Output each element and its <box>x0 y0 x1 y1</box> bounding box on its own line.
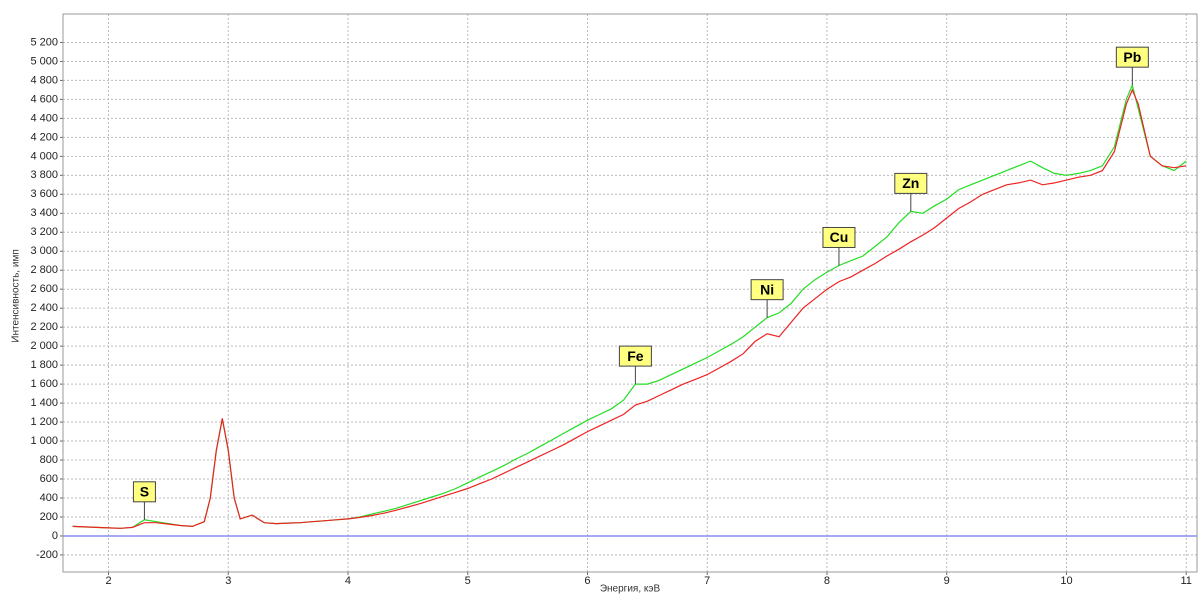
y-tick-label: 4 600 <box>30 93 58 105</box>
peak-annotation: Zn <box>894 172 928 212</box>
annotation-label: Fe <box>627 348 644 364</box>
annotation-box <box>894 172 928 194</box>
y-tick-label: 4 000 <box>30 150 58 162</box>
y-tick-label: 4 800 <box>30 74 58 86</box>
y-tick-label: 2 600 <box>30 283 58 295</box>
x-tick-label: 8 <box>824 575 830 587</box>
y-axis-title: Интенсивность, имп <box>11 249 22 342</box>
y-tick-label: 400 <box>40 492 58 504</box>
y-tick-label: 3 200 <box>30 226 58 238</box>
x-tick-label: 3 <box>225 575 231 587</box>
annotation-label: Cu <box>830 229 849 245</box>
y-tick-label: 2 800 <box>30 264 58 276</box>
peak-annotation: Cu <box>822 226 856 266</box>
peak-annotation: Pb <box>1115 46 1149 86</box>
annotation-label: S <box>140 484 149 500</box>
y-tick-label: 4 200 <box>30 131 58 143</box>
y-tick-label: 2 400 <box>30 302 58 314</box>
y-tick-label: 600 <box>40 473 58 485</box>
annotation-label: Pb <box>1123 49 1141 65</box>
y-tick-label: 5 000 <box>30 55 58 67</box>
y-tick-label: 3 800 <box>30 169 58 181</box>
x-tick-label: 2 <box>105 575 111 587</box>
y-tick-label: 1 400 <box>30 397 58 409</box>
y-tick-label: 1 000 <box>30 435 58 447</box>
x-tick-label: 4 <box>345 575 351 587</box>
y-tick-label: 1 800 <box>30 359 58 371</box>
annotation-box <box>750 279 784 301</box>
x-tick-label: 10 <box>1060 575 1072 587</box>
x-tick-label: 6 <box>584 575 590 587</box>
y-tick-label: 800 <box>40 454 58 466</box>
x-tick-label: 7 <box>704 575 710 587</box>
y-tick-label: 1 200 <box>30 416 58 428</box>
peak-annotation: Ni <box>750 279 784 318</box>
y-tick-label: 0 <box>52 530 58 542</box>
annotation-label: Zn <box>902 175 919 191</box>
annotation-box <box>618 345 652 367</box>
x-axis-title: Энергия, кэВ <box>600 584 661 595</box>
y-tick-label: 200 <box>40 511 58 523</box>
annotation-box <box>1115 46 1149 68</box>
y-tick-label: 2 000 <box>30 340 58 352</box>
annotation-box <box>132 481 156 503</box>
y-tick-label: -200 <box>36 549 58 561</box>
annotation-box <box>822 226 856 248</box>
peak-annotation: Fe <box>618 345 652 385</box>
series-line <box>72 88 1187 529</box>
y-tick-label: 3 400 <box>30 207 58 219</box>
y-tick-label: 3 000 <box>30 245 58 257</box>
annotation-label: Ni <box>760 281 774 297</box>
x-tick-label: 11 <box>1181 575 1192 587</box>
x-tick-label: 5 <box>465 575 471 587</box>
x-tick-label: 9 <box>944 575 950 587</box>
y-tick-label: 5 200 <box>30 36 58 48</box>
plot-border <box>62 13 1198 573</box>
y-tick-label: 1 600 <box>30 378 58 390</box>
y-tick-label: 3 600 <box>30 188 58 200</box>
y-tick-label: 2 200 <box>30 321 58 333</box>
peak-annotation: S <box>132 481 156 520</box>
y-tick-label: 4 400 <box>30 112 58 124</box>
